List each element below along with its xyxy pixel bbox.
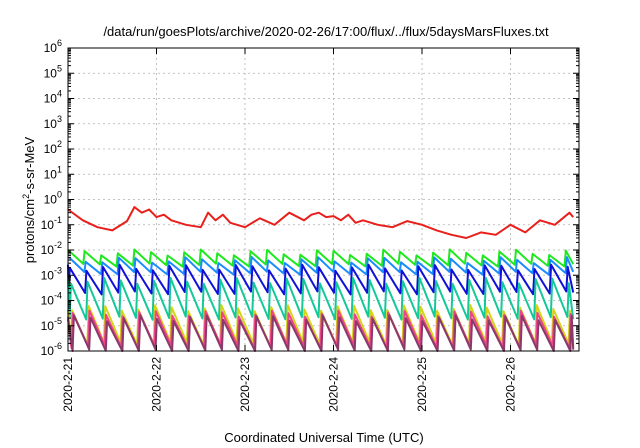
series-line <box>67 276 575 321</box>
y-tick-labels: 10-6 10-5 10-4 10-3 10-2 10-1 100 101 102 103 104 1… <box>41 38 62 358</box>
x-tick-label: 2020-2-23 <box>238 357 252 412</box>
y-tick-label: 106 <box>44 38 62 55</box>
y-tick-label: 10-1 <box>41 215 62 232</box>
x-axis-label: Coordinated Universal Time (UTC) <box>224 430 423 445</box>
x-tick-label: 2020-2-26 <box>504 357 518 412</box>
y-tick-label: 101 <box>44 164 62 181</box>
series-line <box>68 256 575 276</box>
y-tick-label: 104 <box>44 89 62 106</box>
grid <box>68 48 579 351</box>
ticks <box>67 47 579 352</box>
y-tick-label: 102 <box>44 139 62 156</box>
series-line <box>67 309 575 350</box>
x-tick-labels: 2020-2-21 2020-2-22 2020-2-23 2020-2-24 2020… <box>61 357 518 412</box>
y-tick-label: 10-6 <box>41 341 62 358</box>
y-tick-label: 10-2 <box>41 240 62 257</box>
series-line <box>67 206 574 239</box>
x-tick-label: 2020-2-21 <box>61 357 75 412</box>
series-line <box>67 263 575 296</box>
y-tick-label: 10-3 <box>41 265 62 282</box>
y-tick-label: 100 <box>44 190 62 207</box>
y-tick-label: 10-5 <box>41 316 62 333</box>
x-tick-label: 2020-2-25 <box>415 357 429 412</box>
series-line <box>67 248 575 268</box>
y-axis-label: protons/cm2-s-sr-MeV <box>21 136 37 263</box>
chart-title: /data/run/goesPlots/archive/2020-02-26/1… <box>103 24 549 39</box>
series-line <box>67 314 575 352</box>
y-tick-label: 10-4 <box>41 291 62 308</box>
x-tick-label: 2020-2-24 <box>327 357 341 412</box>
x-tick-label: 2020-2-22 <box>150 357 164 412</box>
y-tick-label: 103 <box>44 114 62 131</box>
y-tick-label: 105 <box>44 63 62 80</box>
series-group <box>67 206 575 352</box>
